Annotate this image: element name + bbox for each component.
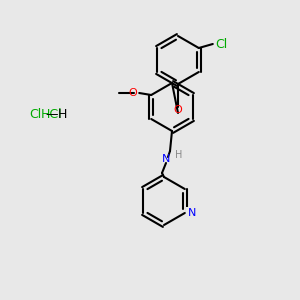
Text: N: N <box>188 208 196 218</box>
Text: —: — <box>46 109 58 122</box>
Text: HCl: HCl <box>41 109 63 122</box>
Text: H: H <box>57 109 67 122</box>
Text: O: O <box>174 105 182 115</box>
Text: O: O <box>128 88 137 98</box>
Text: N: N <box>162 154 170 164</box>
Text: Cl: Cl <box>215 38 227 50</box>
Text: Cl: Cl <box>29 109 41 122</box>
Text: H: H <box>175 150 182 160</box>
